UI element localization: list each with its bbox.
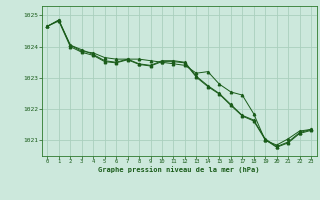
X-axis label: Graphe pression niveau de la mer (hPa): Graphe pression niveau de la mer (hPa) (99, 167, 260, 173)
